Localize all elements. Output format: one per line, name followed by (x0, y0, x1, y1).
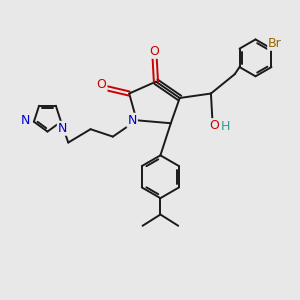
Text: O: O (149, 45, 159, 58)
Text: N: N (128, 114, 137, 127)
Text: N: N (58, 122, 67, 135)
Text: Br: Br (268, 37, 282, 50)
Text: O: O (97, 78, 106, 91)
Text: H: H (221, 120, 230, 133)
Text: O: O (209, 119, 219, 132)
Text: N: N (21, 114, 30, 127)
